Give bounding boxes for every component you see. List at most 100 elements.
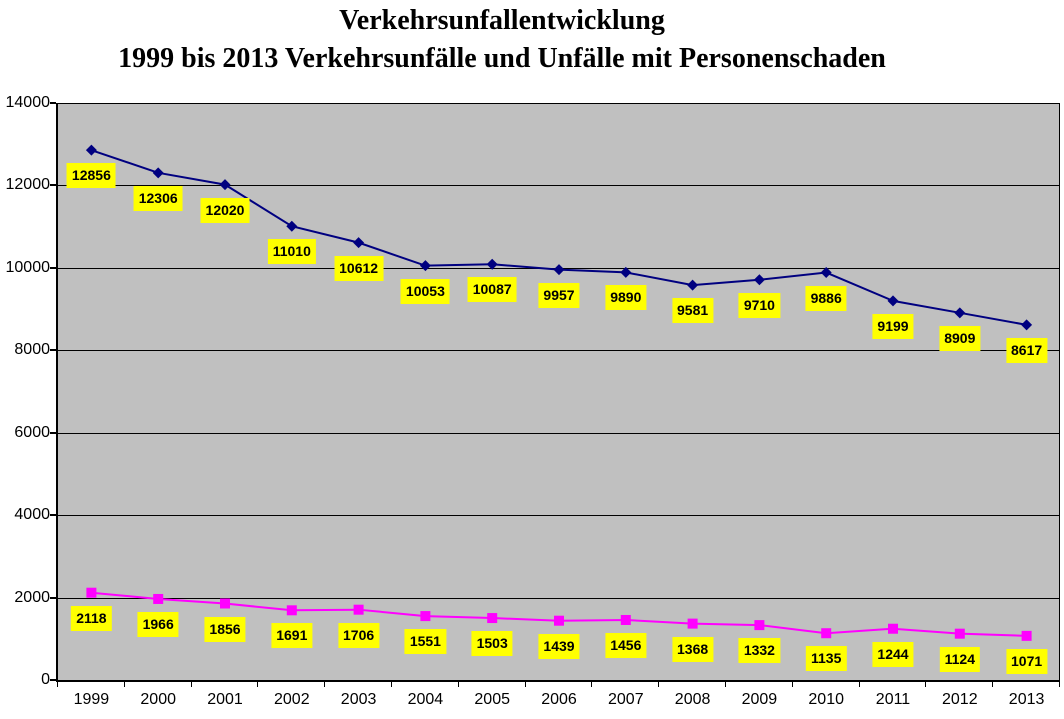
- series-2-data-label: 1503: [471, 631, 513, 657]
- x-axis-tick: [1059, 682, 1060, 687]
- series-1-point-marker: [753, 274, 765, 286]
- x-axis-tick-label: 2007: [608, 691, 644, 708]
- y-axis-tick: [50, 514, 56, 517]
- series-2-data-label: 1551: [404, 629, 446, 655]
- series-2-point-marker: [220, 598, 230, 609]
- y-axis-tick: [50, 184, 56, 187]
- series-2-data-label: 1071: [1006, 648, 1048, 674]
- y-axis-tick: [50, 596, 56, 599]
- chart-title: Verkehrsunfallentwicklung: [339, 5, 665, 36]
- series-2-point-marker: [821, 628, 832, 639]
- y-axis-tick-label: 4000: [14, 506, 50, 524]
- series-1-point-marker: [286, 220, 298, 232]
- chart-title-block: Verkehrsunfallentwicklung 1999 bis 2013 …: [0, 2, 1004, 78]
- x-axis-tick-label: 2013: [1008, 691, 1045, 708]
- series-2-point-marker: [420, 611, 431, 622]
- series-1-data-label: 12020: [200, 197, 250, 223]
- series-2-data-label: 2118: [71, 605, 112, 631]
- series-1-data-label: 12306: [133, 185, 183, 211]
- series-2-data-label: 1456: [605, 632, 647, 658]
- x-axis-line: [56, 680, 1060, 682]
- y-axis-tick: [50, 431, 56, 434]
- series-1-data-label: 9199: [872, 313, 914, 339]
- series-1-data-label: 8909: [939, 325, 981, 351]
- x-axis-tick: [190, 682, 192, 687]
- series-1-data-label: 12856: [66, 163, 116, 189]
- series-1-point-marker: [887, 295, 899, 307]
- series-1-point-marker: [687, 279, 699, 291]
- x-axis-tick-label: 2009: [741, 691, 778, 708]
- series-2-data-label: 1439: [538, 633, 580, 659]
- series-1-data-label: 10053: [400, 278, 450, 304]
- series-1-point-marker: [1021, 319, 1033, 331]
- x-axis-tick: [257, 682, 259, 687]
- y-axis-tick-label: 8000: [14, 341, 50, 359]
- x-axis-tick: [725, 682, 726, 687]
- series-1-data-label: 9710: [738, 292, 780, 318]
- plot-top-border: [58, 103, 1060, 104]
- series-2-data-label: 1135: [806, 646, 847, 672]
- series-2-point-marker: [153, 593, 164, 604]
- series-1-point-marker: [152, 167, 164, 179]
- x-axis-tick-label: 2000: [140, 691, 176, 708]
- x-axis-tick-label: 2010: [808, 691, 844, 708]
- y-axis-tick: [50, 266, 56, 269]
- x-axis-tick-label: 2011: [875, 691, 911, 708]
- series-1-point-marker: [85, 144, 97, 156]
- y-axis-tick-label: 14000: [5, 94, 51, 111]
- series-1-point-marker: [954, 307, 966, 319]
- series-1-data-label: 9581: [672, 298, 714, 324]
- x-axis-tick: [591, 682, 593, 687]
- x-axis-tick-label: 2008: [674, 691, 711, 708]
- series-2-point-marker: [487, 613, 498, 624]
- series-1-point-marker: [219, 179, 231, 191]
- series-2-point-marker: [86, 587, 97, 598]
- gridline-12000: [58, 185, 1060, 187]
- y-axis-tick-label: 0: [41, 671, 50, 688]
- series-2-point-marker: [286, 605, 297, 616]
- series-2-point-marker: [353, 604, 364, 615]
- series-1-data-label: 11010: [267, 239, 316, 265]
- x-axis-tick-label: 2005: [474, 691, 510, 708]
- series-1-point-marker: [419, 260, 431, 272]
- x-axis-tick: [457, 682, 459, 687]
- series-2-point-marker: [554, 615, 564, 626]
- series-1-data-label: 9886: [805, 285, 847, 311]
- series-2-point-marker: [1021, 630, 1032, 641]
- x-axis-tick-label: 1999: [73, 691, 110, 708]
- x-axis-tick-label: 2001: [207, 691, 243, 708]
- x-axis-tick: [791, 682, 793, 687]
- gridline-6000: [58, 432, 1060, 434]
- x-axis-tick: [123, 682, 125, 687]
- series-2-data-label: 1706: [338, 622, 380, 648]
- series-1-data-label: 9957: [538, 282, 580, 308]
- series-1-point-marker: [486, 258, 498, 270]
- x-axis-tick-label: 2006: [541, 691, 577, 708]
- series-2-data-label: 1368: [672, 636, 714, 662]
- gridline-8000: [58, 350, 1060, 352]
- x-axis-tick: [992, 682, 994, 687]
- series-2-point-marker: [687, 618, 698, 629]
- series-1-point-marker: [620, 266, 632, 278]
- plot-right-border: [1059, 103, 1060, 680]
- x-axis-tick: [658, 682, 660, 687]
- series-1-data-label: 8617: [1006, 337, 1048, 363]
- x-axis-tick: [858, 682, 860, 687]
- y-axis-tick-label: 12000: [5, 176, 51, 194]
- x-axis-tick: [324, 682, 326, 687]
- x-axis-tick-label: 2003: [340, 691, 377, 708]
- series-1-data-label: 10612: [334, 255, 384, 281]
- gridline-2000: [58, 597, 1060, 599]
- series-1-point-marker: [353, 237, 365, 249]
- series-2-data-label: 1124: [939, 646, 980, 672]
- x-axis-tick-label: 2012: [942, 691, 978, 708]
- series-2-data-label: 1332: [738, 638, 780, 664]
- x-axis-tick: [524, 682, 526, 687]
- y-axis-line: [56, 103, 58, 680]
- y-axis-tick-label: 10000: [5, 258, 51, 276]
- series-1-data-label: 9890: [605, 285, 647, 311]
- series-2-point-marker: [754, 620, 765, 631]
- y-axis-tick: [50, 102, 56, 104]
- gridline-4000: [58, 515, 1060, 517]
